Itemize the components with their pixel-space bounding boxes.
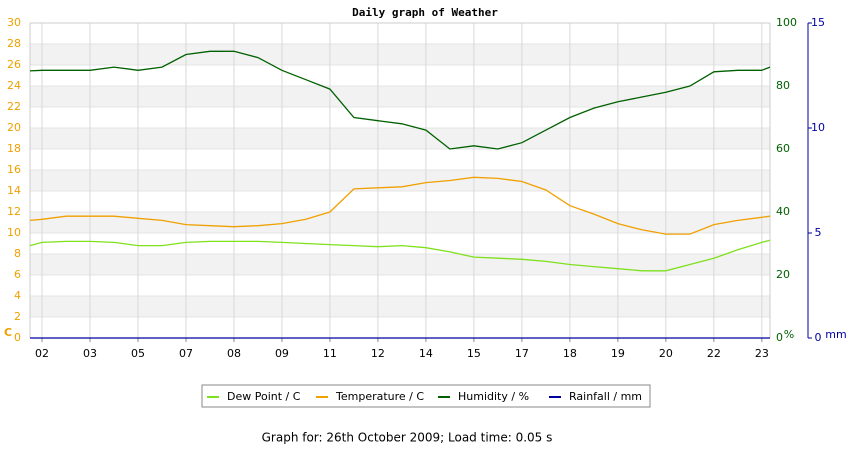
legend-box	[201, 384, 651, 408]
y2-tick-label: 20	[776, 268, 790, 281]
y2-tick-label: 100	[776, 16, 797, 29]
y-tick-label: 0	[14, 331, 21, 344]
grid-band	[30, 296, 770, 317]
legend-label: Temperature / C	[335, 390, 424, 403]
x-tick-label: 09	[275, 347, 289, 360]
grid-band	[30, 254, 770, 275]
x-tick-label: 14	[419, 347, 433, 360]
y3-axis-label: mm	[825, 328, 846, 341]
grid-band	[30, 170, 770, 191]
y3-tick-label: 5	[815, 226, 822, 239]
x-tick-label: 23	[755, 347, 769, 360]
y2-tick-label: 0	[776, 331, 783, 344]
x-tick-label: 18	[563, 347, 577, 360]
chart-title: Daily graph of Weather	[352, 6, 498, 19]
grid-band	[30, 128, 770, 149]
y-tick-label: 6	[14, 268, 21, 281]
y2-tick-label: 60	[776, 142, 790, 155]
x-tick-label: 11	[323, 347, 337, 360]
x-tick-label: 19	[611, 347, 625, 360]
y-axis-label: C	[4, 326, 12, 339]
y-tick-label: 20	[7, 121, 21, 134]
x-tick-label: 07	[179, 347, 193, 360]
x-tick-label: 08	[227, 347, 241, 360]
y-tick-label: 28	[7, 37, 21, 50]
x-tick-label: 22	[707, 347, 721, 360]
x-tick-label: 20	[659, 347, 673, 360]
y-tick-label: 4	[14, 289, 21, 302]
y-tick-label: 12	[7, 205, 21, 218]
y3-tick-label: 0	[815, 331, 822, 344]
y-tick-label: 16	[7, 163, 21, 176]
y2-tick-label: 80	[776, 79, 790, 92]
x-tick-label: 15	[467, 347, 481, 360]
x-tick-label: 12	[371, 347, 385, 360]
y-tick-label: 30	[7, 16, 21, 29]
x-tick-label: 05	[131, 347, 145, 360]
series-line	[29, 50, 771, 150]
legend-label: Dew Point / C	[227, 390, 301, 403]
y2-axis-label: %	[784, 328, 794, 341]
legend-label: Humidity / %	[458, 390, 529, 403]
y3-tick-label: 15	[811, 16, 825, 29]
x-tick-label: 02	[35, 347, 49, 360]
series-line	[29, 239, 771, 272]
y-tick-label: 2	[14, 310, 21, 323]
y-tick-label: 18	[7, 142, 21, 155]
grid-band	[30, 86, 770, 107]
series-line	[29, 176, 771, 235]
legend-label: Rainfall / mm	[569, 390, 642, 403]
grid-band	[30, 44, 770, 65]
y-tick-label: 26	[7, 58, 21, 71]
x-tick-label: 03	[83, 347, 97, 360]
y-tick-label: 24	[7, 79, 21, 92]
y-tick-label: 22	[7, 100, 21, 113]
y2-tick-label: 40	[776, 205, 790, 218]
grid-band	[30, 212, 770, 233]
y-tick-label: 10	[7, 226, 21, 239]
y-tick-label: 8	[14, 247, 21, 260]
footer: Graph for: 26th October 2009; Load time:…	[262, 431, 553, 445]
y3-tick-label: 10	[811, 121, 825, 134]
y-tick-label: 14	[7, 184, 21, 197]
x-tick-label: 17	[515, 347, 529, 360]
